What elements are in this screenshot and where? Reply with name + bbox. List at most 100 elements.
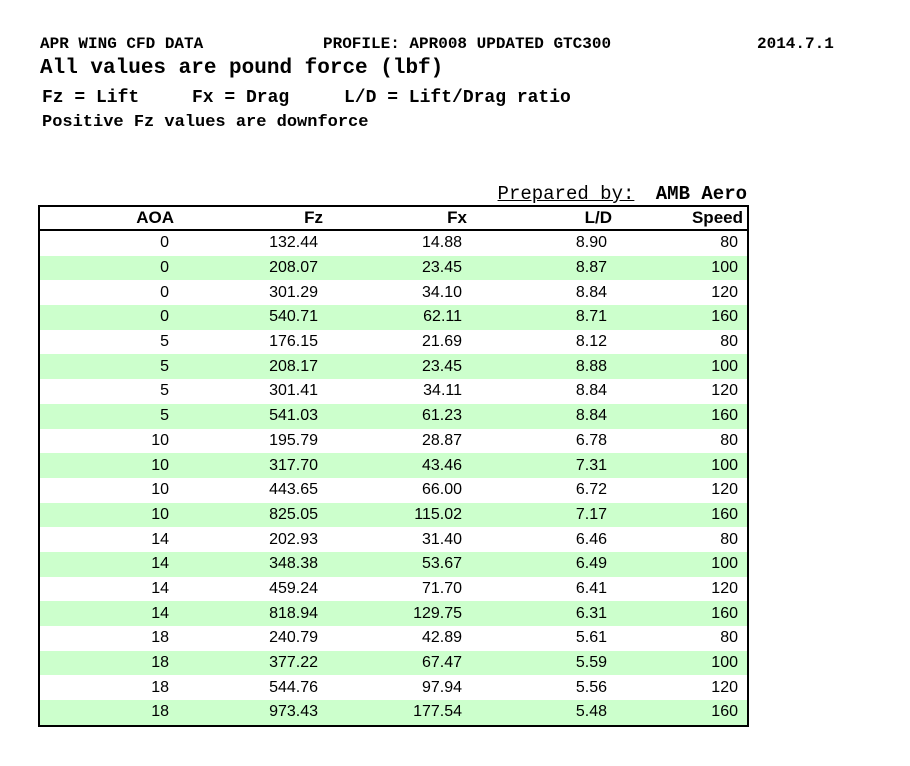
legend-ld: L/D = Lift/Drag ratio [344,88,571,108]
cell-l-d: 6.72 [575,481,607,499]
prepared-by-line: Prepared by: AMB Aero [38,183,747,205]
table-row: 14 459.24 71.70 6.41 120 [39,577,748,602]
table-row: 18 240.79 42.89 5.61 80 [39,626,748,651]
cell-fx: 97.94 [421,678,462,696]
cell-speed: 160 [711,604,738,622]
cell-aoa: 14 [151,530,169,548]
cell-aoa: 0 [160,308,169,326]
cell-speed: 100 [711,654,738,672]
cell-fz: 540.71 [269,308,318,326]
cell-fz: 825.05 [269,505,318,523]
column-header-aoa: AOA [136,208,174,227]
prepared-by-value: AMB Aero [655,183,747,205]
column-header-fx: Fx [447,208,467,227]
cell-fz: 195.79 [269,431,318,449]
cell-fx: 28.87 [421,431,462,449]
cell-aoa: 10 [151,431,169,449]
legend-fz: Fz = Lift [42,88,140,108]
cell-fz: 544.76 [269,678,318,696]
cell-speed: 80 [720,333,738,351]
cell-l-d: 7.17 [575,505,607,523]
doc-title: APR WING CFD DATA [40,35,204,53]
table-header-row: AOA Fz Fx L/D Speed [39,206,748,230]
cell-aoa: 18 [151,629,169,647]
cell-l-d: 7.31 [575,456,607,474]
cell-l-d: 6.78 [575,431,607,449]
cell-fz: 443.65 [269,481,318,499]
cell-fz: 348.38 [269,555,318,573]
cell-speed: 80 [720,431,738,449]
cell-speed: 160 [711,308,738,326]
cell-speed: 100 [711,456,738,474]
table-row: 5 301.41 34.11 8.84 120 [39,379,748,404]
table-row: 5 176.15 21.69 8.12 80 [39,330,748,355]
cell-speed: 120 [711,481,738,499]
cell-aoa: 18 [151,654,169,672]
cell-fz: 459.24 [269,579,318,597]
cell-speed: 120 [711,579,738,597]
cell-l-d: 8.71 [575,308,607,326]
cell-fx: 67.47 [421,654,462,672]
cell-fx: 53.67 [421,555,462,573]
cell-fz: 208.17 [269,357,318,375]
cell-l-d: 8.87 [575,259,607,277]
cell-aoa: 0 [160,259,169,277]
cell-aoa: 5 [160,407,169,425]
cell-fz: 818.94 [269,604,318,622]
cell-fx: 34.11 [423,382,462,400]
cell-fx: 71.70 [421,579,462,597]
table-row: 10 317.70 43.46 7.31 100 [39,453,748,478]
prepared-by-label: Prepared by: [497,183,635,205]
cell-l-d: 6.49 [575,555,607,573]
cfd-data-table: AOA Fz Fx L/D Speed 0 132.44 14.88 8.90 80 0 208.0… [38,205,749,727]
cell-fx: 23.45 [421,259,462,277]
cell-fz: 377.22 [269,654,318,672]
table-row: 14 818.94 129.75 6.31 160 [39,601,748,626]
cell-aoa: 0 [160,283,169,301]
cell-aoa: 18 [151,703,169,721]
cell-aoa: 10 [151,505,169,523]
table-row: 10 443.65 66.00 6.72 120 [39,478,748,503]
cell-aoa: 14 [151,604,169,622]
cell-speed: 100 [711,357,738,375]
cell-aoa: 14 [151,579,169,597]
cell-aoa: 18 [151,678,169,696]
cell-fx: 66.00 [421,481,462,499]
cell-fz: 301.29 [269,283,318,301]
cell-speed: 80 [720,234,738,252]
note: Positive Fz values are downforce [42,113,369,132]
cell-l-d: 8.12 [575,333,607,351]
table-row: 5 208.17 23.45 8.88 100 [39,354,748,380]
cell-l-d: 8.88 [575,357,607,375]
table-row: 0 540.71 62.11 8.71 160 [39,305,748,330]
table-row: 10 825.05 115.02 7.17 160 [39,502,748,528]
table-row: 0 132.44 14.88 8.90 80 [39,230,748,256]
cell-fx: 14.88 [421,234,462,252]
cell-fz: 202.93 [269,530,318,548]
cell-l-d: 8.84 [575,382,607,400]
column-header-l-d: L/D [584,208,612,227]
cell-fz: 208.07 [269,259,318,277]
cell-fx: 34.10 [421,283,462,301]
cell-aoa: 10 [151,456,169,474]
cell-l-d: 8.84 [575,283,607,301]
cell-speed: 120 [711,382,738,400]
cell-fx: 129.75 [413,604,462,622]
cell-aoa: 5 [160,382,169,400]
cell-aoa: 0 [160,234,169,252]
cell-speed: 160 [711,407,738,425]
subtitle: All values are pound force (lbf) [40,57,444,80]
cell-l-d: 5.48 [575,703,607,721]
cell-aoa: 10 [151,481,169,499]
legend-fx: Fx = Drag [192,88,290,108]
table-row: 18 544.76 97.94 5.56 120 [39,675,748,700]
cell-speed: 100 [711,555,738,573]
cell-fz: 317.70 [269,456,318,474]
cell-l-d: 5.61 [575,629,607,647]
cell-l-d: 8.90 [575,234,607,252]
cell-speed: 120 [711,283,738,301]
cell-aoa: 5 [160,357,169,375]
table-row: 5 541.03 61.23 8.84 160 [39,403,748,429]
cell-fx: 42.89 [421,629,462,647]
cell-fz: 301.41 [269,382,318,400]
